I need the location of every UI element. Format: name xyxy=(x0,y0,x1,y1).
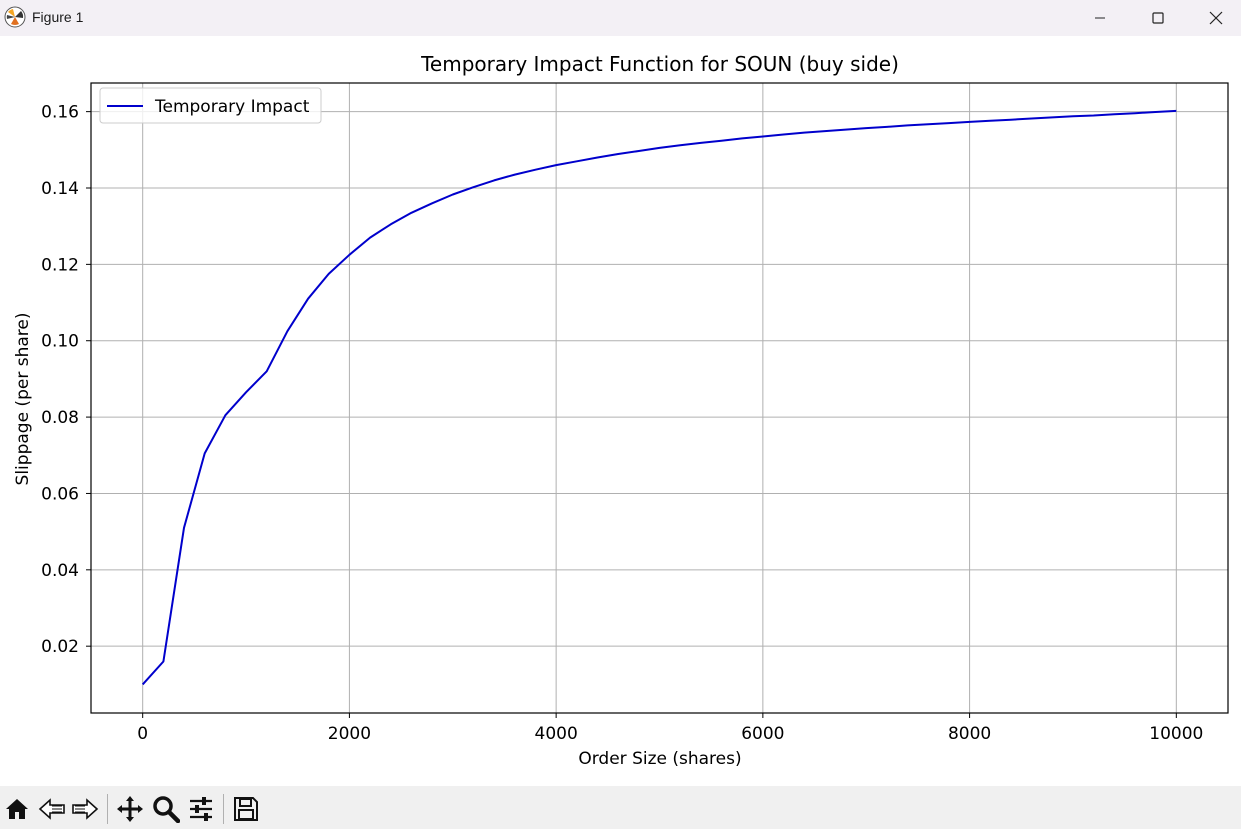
save-button[interactable] xyxy=(231,794,261,824)
save-icon xyxy=(234,797,258,821)
zoom-button[interactable] xyxy=(151,794,181,824)
configure-subplots-button[interactable] xyxy=(186,794,216,824)
close-button[interactable] xyxy=(1187,0,1241,36)
legend: Temporary Impact xyxy=(99,87,322,124)
window-titlebar: Figure 1 xyxy=(0,0,1241,36)
series-group xyxy=(141,109,1177,686)
toolbar-separator xyxy=(223,794,224,824)
pan-icon xyxy=(117,796,143,822)
configure-subplots-icon xyxy=(190,797,212,821)
x-tick-label: 0 xyxy=(137,724,148,744)
y-tick-label: 0.08 xyxy=(41,408,79,428)
pan-button[interactable] xyxy=(115,794,145,824)
navigation-toolbar xyxy=(0,786,1241,829)
y-tick-label: 0.16 xyxy=(41,103,79,123)
x-tick-label: 2000 xyxy=(328,724,371,744)
minimize-icon xyxy=(1095,17,1105,19)
maximize-button[interactable] xyxy=(1129,0,1187,36)
chart-title: Temporary Impact Function for SOUN (buy … xyxy=(420,52,899,76)
y-tick-label: 0.12 xyxy=(41,255,79,275)
series-line xyxy=(141,109,1177,686)
back-icon xyxy=(38,798,65,820)
y-tick-label: 0.10 xyxy=(41,332,79,352)
close-icon xyxy=(1209,11,1223,25)
x-tick-label: 8000 xyxy=(948,724,991,744)
figure-canvas[interactable]: 0 2000 4000 6000 8000 10000 0.02 0.04 0.06 0.08 0.… xyxy=(0,36,1241,786)
y-tick-label: 0.06 xyxy=(41,484,79,504)
x-tick-label: 6000 xyxy=(741,724,784,744)
window-title: Figure 1 xyxy=(32,9,84,25)
tick-group: 0 2000 4000 6000 8000 10000 0.02 0.04 0.06 0.08 0.… xyxy=(41,103,1203,744)
x-tick-label: 10000 xyxy=(1149,724,1203,744)
forward-button[interactable] xyxy=(70,794,100,824)
matplotlib-logo-icon xyxy=(4,6,26,28)
legend-label: Temporary Impact xyxy=(154,97,310,117)
y-tick-label: 0.14 xyxy=(41,179,79,199)
home-icon xyxy=(6,799,28,819)
axes-frame xyxy=(90,82,1229,714)
y-tick-label: 0.02 xyxy=(41,637,79,657)
zoom-icon xyxy=(153,796,180,823)
x-axis-label: Order Size (shares) xyxy=(578,749,741,769)
home-button[interactable] xyxy=(2,794,32,824)
y-tick-label: 0.04 xyxy=(41,561,79,581)
back-button[interactable] xyxy=(37,794,67,824)
minimize-button[interactable] xyxy=(1071,0,1129,36)
grid-lines xyxy=(91,83,1228,713)
line-chart: 0 2000 4000 6000 8000 10000 0.02 0.04 0.06 0.08 0.… xyxy=(13,52,1229,769)
forward-icon xyxy=(72,798,99,820)
legend-box xyxy=(99,87,322,124)
maximize-icon xyxy=(1152,12,1164,24)
toolbar-separator xyxy=(107,794,108,824)
y-axis-label: Slippage (per share) xyxy=(13,313,33,486)
x-tick-label: 4000 xyxy=(535,724,578,744)
plot-frame xyxy=(90,82,1229,714)
